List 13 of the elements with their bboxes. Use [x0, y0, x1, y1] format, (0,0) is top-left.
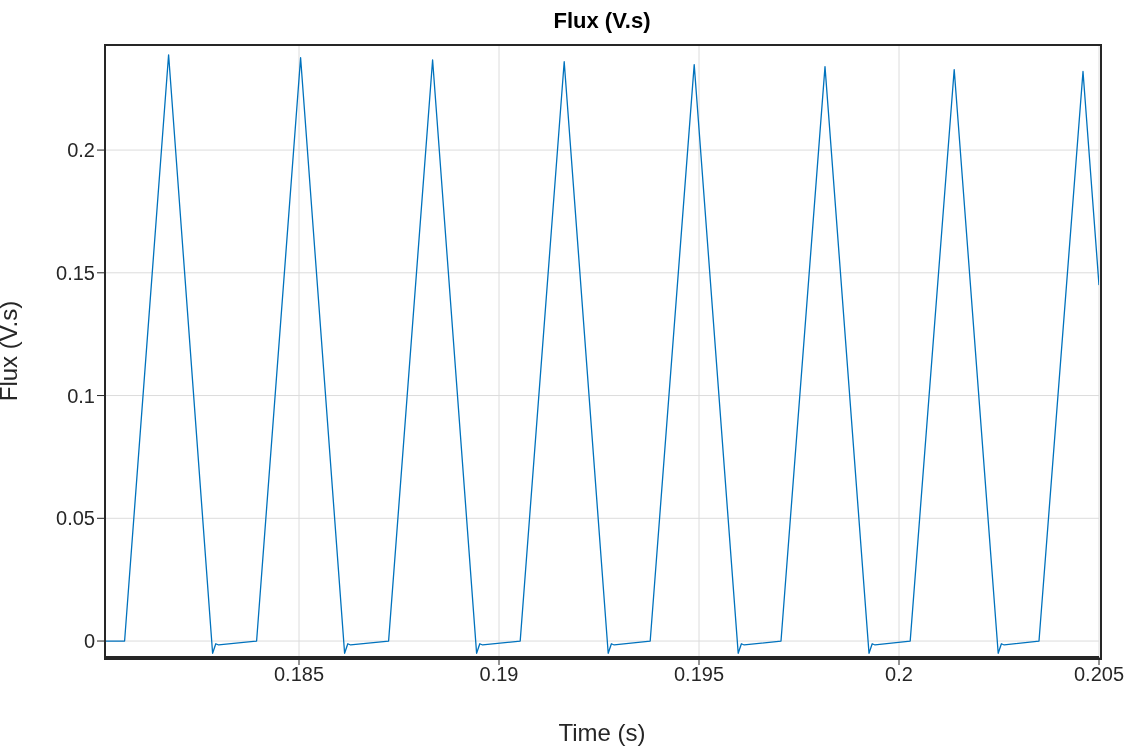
y-tick-label: 0 — [83, 630, 95, 653]
y-axis-title: Flux (V.s) — [0, 300, 22, 402]
y-tick-label: 0.05 — [56, 507, 95, 530]
y-tick-label: 0.1 — [67, 384, 95, 407]
x-axis-title: Time (s) — [558, 719, 646, 746]
chart-title: Flux (V.s) — [552, 8, 652, 34]
x-tick-label: 0.185 — [273, 663, 325, 686]
y-tick-label: 0.2 — [67, 139, 95, 162]
x-tick-label: 0.195 — [673, 663, 725, 686]
x-tick-label: 0.205 — [1073, 663, 1125, 686]
y-tick-label: 0.15 — [56, 261, 95, 284]
x-tick-label: 0.19 — [479, 663, 519, 686]
x-tick-label: 0.2 — [885, 663, 913, 686]
